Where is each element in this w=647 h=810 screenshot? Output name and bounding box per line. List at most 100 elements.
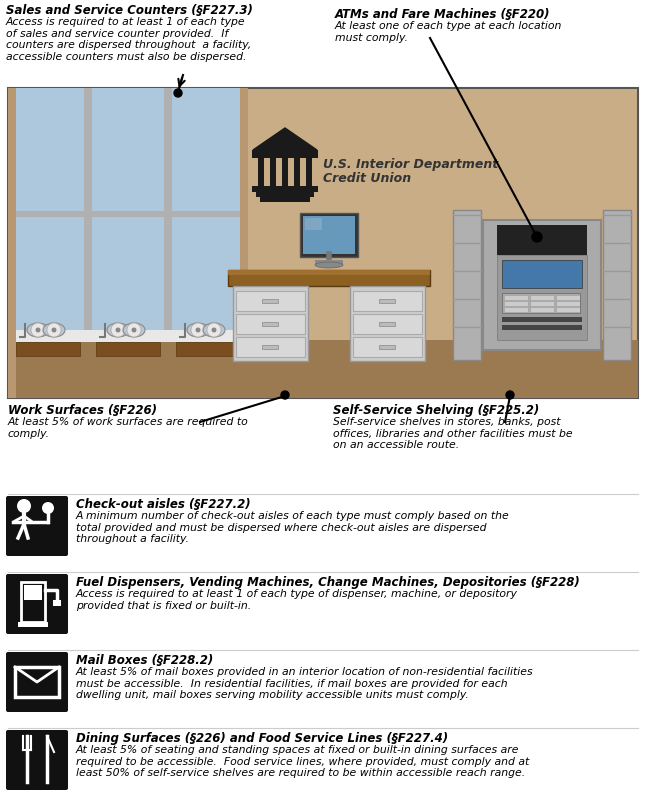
Ellipse shape bbox=[107, 323, 129, 337]
Bar bbox=[8, 211, 248, 217]
Bar bbox=[8, 340, 638, 398]
Ellipse shape bbox=[212, 327, 217, 332]
Bar bbox=[557, 308, 580, 312]
Text: At least 5% of seating and standing spaces at fixed or built-in dining surfaces : At least 5% of seating and standing spac… bbox=[76, 745, 529, 778]
Bar bbox=[502, 317, 582, 322]
Text: At least one of each type at each location
must comply.: At least one of each type at each locati… bbox=[335, 21, 562, 43]
Text: Access is required to at least 1 of each type of dispenser, machine, or deposito: Access is required to at least 1 of each… bbox=[76, 589, 518, 611]
Bar bbox=[258, 158, 264, 186]
Circle shape bbox=[532, 232, 542, 242]
Bar bbox=[300, 213, 358, 257]
Bar bbox=[603, 210, 631, 360]
Bar bbox=[306, 158, 312, 186]
Ellipse shape bbox=[43, 323, 65, 337]
Bar bbox=[53, 600, 61, 606]
Bar bbox=[236, 337, 305, 357]
Bar bbox=[282, 158, 288, 186]
Bar bbox=[502, 260, 582, 288]
Bar bbox=[531, 296, 554, 300]
Bar bbox=[315, 260, 343, 265]
Bar bbox=[8, 88, 16, 398]
Bar bbox=[84, 88, 92, 330]
Circle shape bbox=[281, 391, 289, 399]
Circle shape bbox=[42, 502, 54, 514]
Text: Credit Union: Credit Union bbox=[323, 172, 411, 185]
Bar bbox=[531, 308, 554, 312]
Bar bbox=[8, 330, 248, 342]
Ellipse shape bbox=[31, 323, 45, 337]
Bar bbox=[24, 585, 42, 600]
Bar bbox=[21, 582, 45, 622]
Bar bbox=[557, 302, 580, 306]
Ellipse shape bbox=[36, 327, 41, 332]
Ellipse shape bbox=[203, 323, 225, 337]
Bar bbox=[502, 293, 580, 313]
Bar bbox=[236, 291, 305, 311]
Text: Access is required to at least 1 of each type
of sales and service counter provi: Access is required to at least 1 of each… bbox=[6, 17, 251, 62]
Ellipse shape bbox=[187, 323, 209, 337]
Text: Mail Boxes (§F228.2): Mail Boxes (§F228.2) bbox=[76, 654, 214, 667]
Text: Sales and Service Counters (§F227.3): Sales and Service Counters (§F227.3) bbox=[6, 4, 253, 17]
Bar bbox=[176, 342, 240, 356]
Ellipse shape bbox=[131, 327, 137, 332]
Bar bbox=[16, 342, 80, 356]
Bar bbox=[262, 345, 278, 349]
Bar bbox=[303, 216, 355, 254]
Bar bbox=[483, 220, 601, 350]
Circle shape bbox=[174, 89, 182, 97]
Bar bbox=[294, 158, 300, 186]
Bar bbox=[262, 299, 278, 303]
Ellipse shape bbox=[111, 323, 125, 337]
Bar bbox=[497, 225, 587, 255]
Text: Check-out aisles (§F227.2): Check-out aisles (§F227.2) bbox=[76, 498, 250, 511]
Text: At least 5% of work surfaces are required to
comply.: At least 5% of work surfaces are require… bbox=[8, 417, 248, 438]
Bar bbox=[497, 255, 587, 340]
Bar bbox=[164, 88, 172, 330]
Circle shape bbox=[17, 499, 31, 513]
Ellipse shape bbox=[315, 262, 343, 268]
Bar bbox=[8, 88, 638, 398]
FancyBboxPatch shape bbox=[6, 652, 68, 712]
Bar bbox=[502, 325, 582, 330]
Bar bbox=[228, 270, 430, 275]
Text: Work Surfaces (§F226): Work Surfaces (§F226) bbox=[8, 404, 157, 417]
Bar bbox=[252, 150, 318, 158]
Ellipse shape bbox=[207, 323, 221, 337]
Bar bbox=[270, 158, 276, 186]
Bar bbox=[228, 270, 430, 286]
Polygon shape bbox=[253, 128, 317, 150]
Bar bbox=[353, 337, 422, 357]
Ellipse shape bbox=[52, 327, 56, 332]
Bar bbox=[252, 186, 318, 192]
Bar bbox=[18, 622, 48, 627]
Ellipse shape bbox=[47, 323, 61, 337]
Bar bbox=[353, 314, 422, 334]
Ellipse shape bbox=[127, 323, 141, 337]
Bar bbox=[15, 667, 59, 697]
Bar bbox=[262, 322, 278, 326]
Bar bbox=[453, 210, 481, 360]
Bar bbox=[305, 218, 322, 230]
Bar bbox=[379, 299, 395, 303]
Bar bbox=[96, 342, 160, 356]
Bar bbox=[350, 286, 425, 361]
Ellipse shape bbox=[123, 323, 145, 337]
Ellipse shape bbox=[27, 323, 49, 337]
Bar bbox=[505, 296, 528, 300]
Bar bbox=[233, 286, 308, 361]
Bar bbox=[505, 308, 528, 312]
Bar bbox=[531, 302, 554, 306]
Bar bbox=[557, 296, 580, 300]
FancyBboxPatch shape bbox=[6, 730, 68, 790]
Ellipse shape bbox=[116, 327, 120, 332]
Text: Self-Service Shelving (§F225.2): Self-Service Shelving (§F225.2) bbox=[333, 404, 539, 417]
Bar bbox=[236, 314, 305, 334]
Bar bbox=[379, 322, 395, 326]
Bar bbox=[240, 88, 248, 330]
Text: Dining Surfaces (§226) and Food Service Lines (§F227.4): Dining Surfaces (§226) and Food Service … bbox=[76, 732, 448, 745]
Text: ATMs and Fare Machines (§F220): ATMs and Fare Machines (§F220) bbox=[335, 8, 551, 21]
Bar bbox=[379, 345, 395, 349]
Circle shape bbox=[506, 391, 514, 399]
Ellipse shape bbox=[191, 323, 205, 337]
Text: A minimum number of check-out aisles of each type must comply based on the
total: A minimum number of check-out aisles of … bbox=[76, 511, 510, 544]
